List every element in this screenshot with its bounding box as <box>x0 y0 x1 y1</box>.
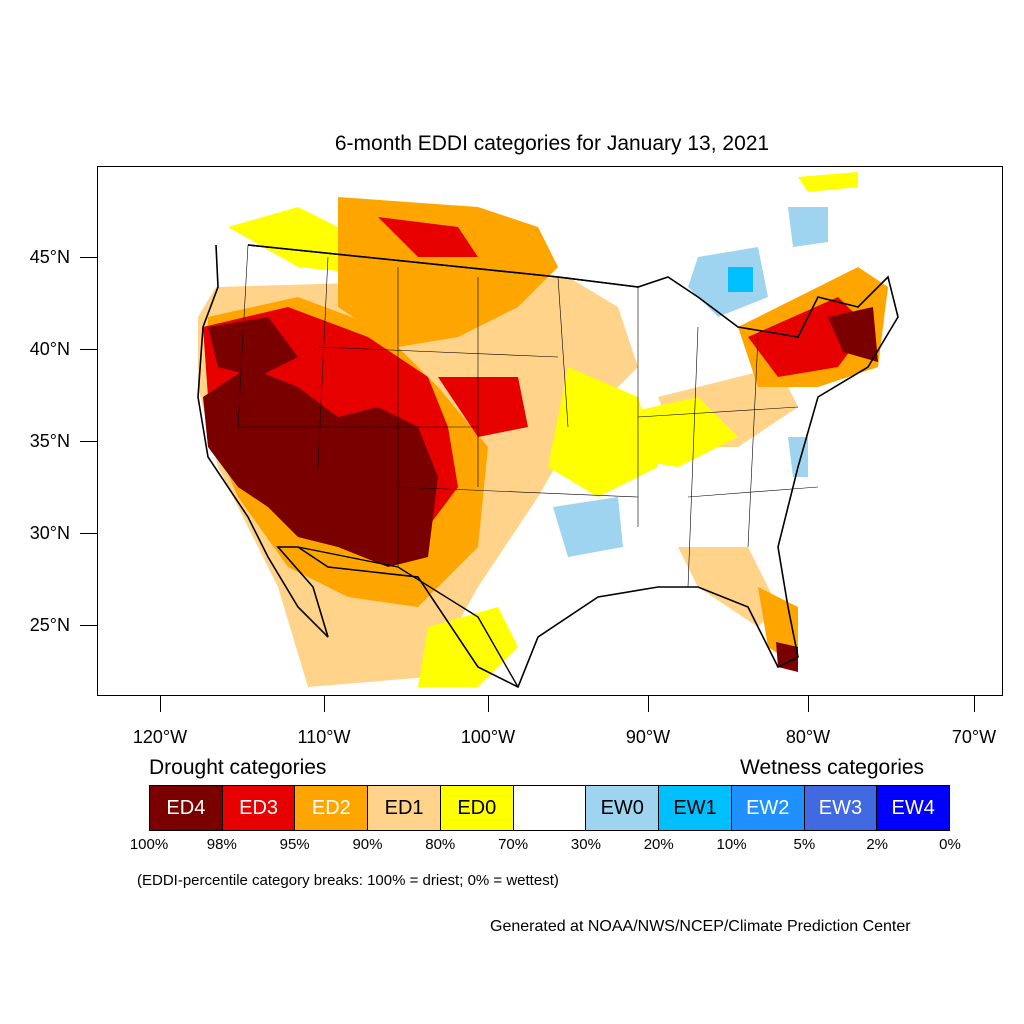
ed0-region-plains <box>548 367 658 497</box>
wetness-categories-heading: Wetness categories <box>740 756 925 779</box>
lon-tick <box>324 696 325 712</box>
lon-label-70: 70°W <box>951 727 997 747</box>
legend-swatch-ed2: ED2 <box>295 786 369 830</box>
lon-label-80: 80°W <box>785 727 831 747</box>
legend-swatch-ew4: EW4 <box>877 786 950 830</box>
ed3-region-montana <box>378 217 478 257</box>
legend-swatch-ew1: EW1 <box>659 786 732 830</box>
lon-tick <box>648 696 649 712</box>
percentile-break-label: 30% <box>570 836 601 853</box>
lon-label-90: 90°W <box>625 727 671 747</box>
percentile-break-label: 80% <box>425 836 456 853</box>
ed3-region-plains <box>438 377 528 437</box>
lat-label-35: 35°N <box>29 431 70 451</box>
lon-label-100: 100°W <box>460 727 516 747</box>
lat-tick <box>80 625 97 626</box>
map-panel <box>97 166 1003 696</box>
percentile-break-label: 98% <box>206 836 237 853</box>
credit-line: Generated at NOAA/NWS/NCEP/Climate Predi… <box>490 918 911 935</box>
legend-swatch-ew3: EW3 <box>804 786 878 830</box>
lat-tick <box>80 441 97 442</box>
legend-swatch-ed3: ED3 <box>222 786 296 830</box>
lon-label-120: 120°W <box>132 727 188 747</box>
canada-border <box>247 244 639 288</box>
ed0-region-canada <box>798 172 858 192</box>
state-borders <box>237 244 819 588</box>
legend-swatch-ew2: EW2 <box>731 786 805 830</box>
legend-swatch-ew0: EW0 <box>586 786 660 830</box>
category-break-note: (EDDI-percentile category breaks: 100% =… <box>137 872 559 889</box>
percentile-break-label: 70% <box>498 836 529 853</box>
lat-tick <box>80 533 97 534</box>
percentile-break-label: 90% <box>352 836 383 853</box>
percentile-break-label: 100% <box>129 836 169 853</box>
lon-tick <box>488 696 489 712</box>
legend-swatch-normal <box>513 786 587 830</box>
percentile-break-label: 10% <box>716 836 747 853</box>
legend-swatch-ed1: ED1 <box>368 786 441 830</box>
map-title: 6-month EDDI categories for January 13, … <box>334 132 770 155</box>
ed0-region-gulf <box>418 607 518 687</box>
lat-label-40: 40°N <box>29 339 70 359</box>
ed1-region-southeast <box>678 547 778 627</box>
eddi-map <box>197 172 899 689</box>
legend-swatch-ed4: ED4 <box>150 786 223 830</box>
percentile-break-label: 20% <box>643 836 674 853</box>
percentile-break-label: 95% <box>279 836 310 853</box>
ed2-region-northplains <box>338 197 558 347</box>
ed4-region-florida-tip <box>776 642 798 672</box>
ew1-region-greatlakes <box>728 267 753 292</box>
lat-tick <box>80 349 97 350</box>
lat-label-25: 25°N <box>29 615 70 635</box>
category-legend-bar: ED4 ED3 ED2 ED1 ED0 EW0 EW1 EW2 EW3 EW4 <box>149 785 950 831</box>
lon-tick <box>160 696 161 712</box>
lat-label-30: 30°N <box>29 523 70 543</box>
mexico-border <box>297 546 519 688</box>
lat-label-45: 45°N <box>29 247 70 267</box>
lon-tick <box>808 696 809 712</box>
drought-categories-heading: Drought categories <box>149 756 327 779</box>
ed4-region-southwest <box>203 367 438 567</box>
percentile-break-label: 5% <box>793 836 816 853</box>
coastline <box>197 244 899 689</box>
lat-tick <box>80 257 97 258</box>
ew0-region-arkansas <box>553 497 623 557</box>
ed4-region-newengland <box>828 307 878 362</box>
ew0-region-quebec <box>788 207 828 247</box>
ed4-region-greatbasin <box>208 317 298 377</box>
legend-swatch-ed0: ED0 <box>440 786 514 830</box>
lon-label-110: 110°W <box>297 727 351 747</box>
percentile-break-label: 0% <box>939 836 961 853</box>
lon-tick <box>974 696 975 712</box>
percentile-break-label: 2% <box>866 836 889 853</box>
ed0-region-ohio <box>608 397 738 467</box>
